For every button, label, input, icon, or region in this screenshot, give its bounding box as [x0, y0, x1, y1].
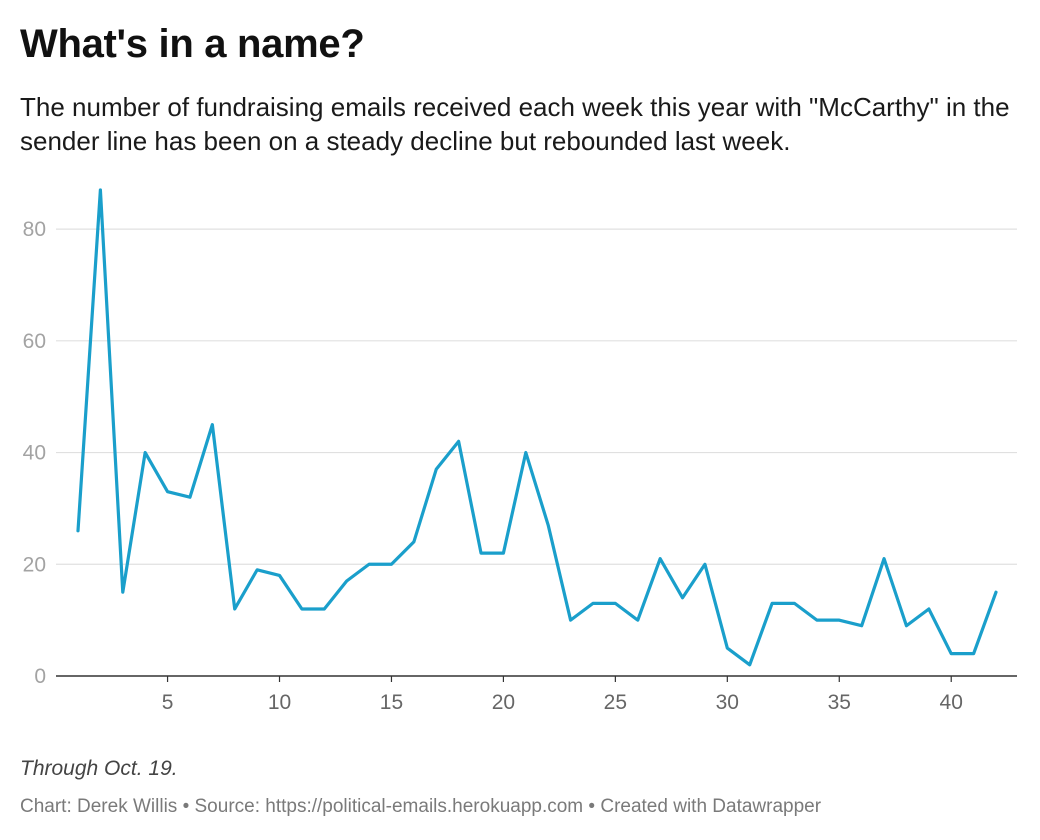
data-point: [703, 563, 706, 566]
data-point: [770, 602, 773, 605]
y-tick-label: 20: [23, 553, 46, 576]
data-point: [502, 552, 505, 555]
x-tick-label: 15: [380, 691, 403, 714]
chart-byline: Chart: Derek Willis • Source: https://po…: [20, 796, 822, 817]
data-point: [211, 423, 214, 426]
data-point: [76, 529, 79, 532]
line-chart: 0 20 40 60 80 5 10 15 20 25 30 35 40: [23, 188, 1017, 714]
chart-subtitle: The number of fundraising emails receive…: [20, 92, 1010, 156]
data-point: [345, 579, 348, 582]
y-tick-label: 40: [23, 442, 46, 465]
data-point: [435, 468, 438, 471]
y-axis-ticks: 0 20 40 60 80: [23, 218, 46, 688]
data-point: [390, 563, 393, 566]
y-tick-label: 80: [23, 218, 46, 241]
data-point: [166, 490, 169, 493]
x-tick-label: 20: [492, 691, 515, 714]
data-point: [748, 663, 751, 666]
data-point: [614, 602, 617, 605]
series-layer: [76, 188, 998, 667]
data-point: [838, 619, 841, 622]
x-tick-label: 35: [828, 691, 851, 714]
data-point: [99, 188, 102, 191]
data-point: [256, 568, 259, 571]
data-point: [882, 557, 885, 560]
y-tick-label: 60: [23, 330, 46, 353]
data-point: [121, 591, 124, 594]
data-point: [300, 607, 303, 610]
data-point: [569, 619, 572, 622]
data-point: [905, 624, 908, 627]
data-point: [367, 563, 370, 566]
x-tick-label: 40: [940, 691, 963, 714]
data-point: [479, 552, 482, 555]
data-point: [860, 624, 863, 627]
data-point: [972, 652, 975, 655]
x-axis-ticks: 5 10 15 20 25 30 35 40: [162, 676, 963, 714]
data-point: [278, 574, 281, 577]
y-tick-label: 0: [34, 665, 46, 688]
data-point: [412, 540, 415, 543]
data-point: [524, 451, 527, 454]
data-point: [636, 619, 639, 622]
data-point: [950, 652, 953, 655]
data-point: [681, 596, 684, 599]
data-point: [188, 496, 191, 499]
data-point: [793, 602, 796, 605]
data-point: [547, 524, 550, 527]
data-point: [927, 607, 930, 610]
chart-notes: Through Oct. 19.: [20, 757, 178, 780]
data-point: [144, 451, 147, 454]
chart-title: What's in a name?: [20, 22, 365, 66]
x-tick-label: 5: [162, 691, 174, 714]
x-tick-label: 10: [268, 691, 291, 714]
data-point: [323, 607, 326, 610]
data-point: [659, 557, 662, 560]
series-line: [76, 188, 998, 667]
x-tick-label: 30: [716, 691, 739, 714]
data-point: [591, 602, 594, 605]
data-point: [457, 440, 460, 443]
data-point: [233, 607, 236, 610]
data-point: [994, 591, 997, 594]
data-point: [815, 619, 818, 622]
data-point: [726, 646, 729, 649]
x-tick-label: 25: [604, 691, 627, 714]
gridlines: [56, 228, 1017, 677]
